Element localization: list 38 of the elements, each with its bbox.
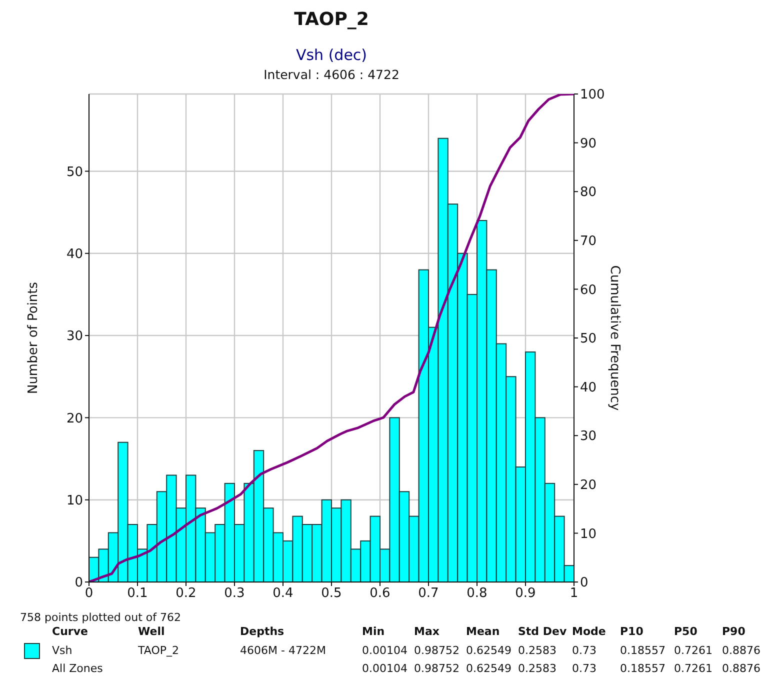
legend-label: Vsh (52, 644, 72, 656)
text: Curve Well Depths Min Max Mean Std Dev Mode P10 P50 P90 (52, 625, 746, 638)
y-tick-label: 10 (66, 493, 83, 508)
y2-tick-label: 70 (580, 234, 597, 250)
y-tick-label: 20 (66, 411, 83, 426)
y2-tick-label: 0 (580, 576, 588, 591)
x-tick-label: 0.4 (272, 586, 294, 602)
y2-tick-label: 90 (580, 136, 597, 152)
y2-tick-label: 10 (580, 526, 597, 542)
y-tick-label: 50 (66, 164, 83, 180)
y2-tick-label: 20 (580, 478, 597, 494)
y2-tick-label: 50 (580, 332, 597, 347)
y-tick-label: 40 (66, 246, 83, 262)
y2-tick-label: 80 (580, 185, 597, 200)
y-tick-label: 0 (74, 576, 83, 591)
y2-tick-label: 40 (580, 380, 597, 396)
chart-title: TAOP_2 (294, 9, 369, 30)
y-axis-title: Number of Points (26, 282, 40, 394)
text: 758 points plotted out of 762 (20, 611, 182, 624)
text: All Zones 0.00104 0.98752 0.62549 0.2583 0.73 0.18557 0.7261 0.8876 (52, 662, 760, 675)
y2-tick-label: 100 (580, 88, 605, 103)
x-tick-label: 0.2 (176, 586, 196, 602)
y2-axis-title: Cumulative Frequency (608, 265, 622, 412)
x-tick-label: 0.9 (515, 586, 536, 602)
x-tick-label: 0.7 (418, 586, 439, 602)
x-tick-label: 0.1 (127, 586, 148, 602)
chart-subtitle: Vsh (dec) (296, 46, 368, 64)
text: Interval : 4606 : 4722 (264, 67, 400, 82)
y-tick-label: 30 (66, 329, 83, 344)
x-tick-label: 0.5 (321, 586, 342, 602)
x-tick-label: 0.3 (224, 586, 245, 602)
x-tick-label: 0.8 (466, 586, 488, 602)
text: TAOP_2 4606M - 4722M 0.00104 0.98752 0.62549 0.2583 0.73 0.18557 0.7261 0.8876 (138, 644, 760, 656)
x-tick-label: 0.6 (370, 586, 390, 602)
y2-tick-label: 60 (580, 282, 597, 298)
x-tick-label: 1 (570, 586, 578, 602)
y2-tick-label: 30 (580, 429, 597, 444)
x-tick-label: 0 (84, 586, 94, 602)
